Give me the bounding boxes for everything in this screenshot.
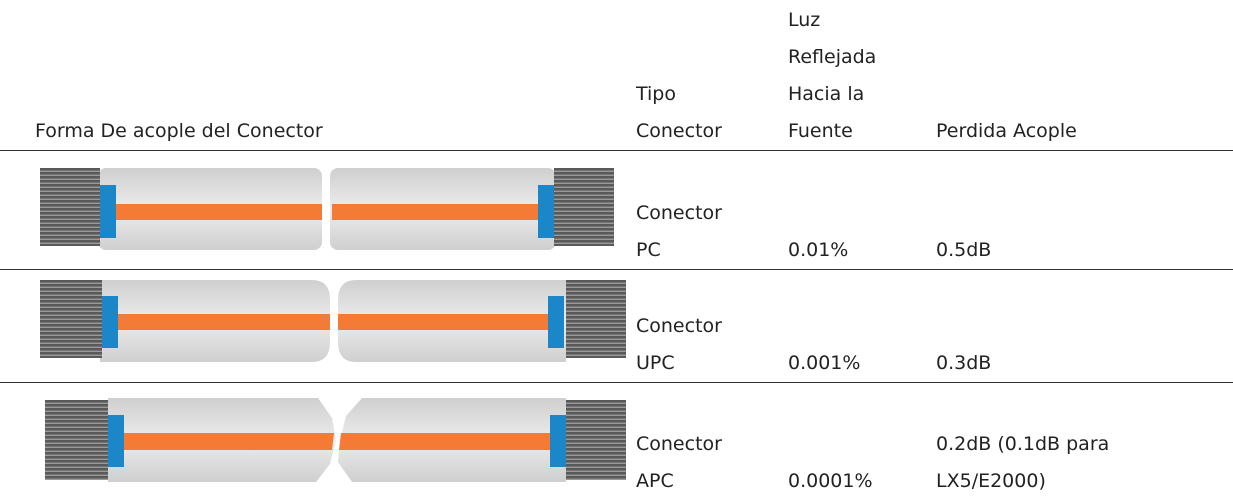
cell: 0.5dB — [936, 239, 992, 261]
cell: 0.2dB (0.1dB para LX5/E2000) — [936, 433, 1110, 492]
cell: 0.01% — [788, 239, 849, 261]
header-cell: Perdida Acople — [936, 120, 1077, 142]
cell: Conector PC — [636, 202, 722, 261]
cell: Conector APC — [636, 433, 722, 492]
cell: 0.0001% — [788, 470, 873, 492]
rule — [0, 269, 1233, 270]
connector-pc — [40, 168, 614, 250]
connector-illustrations — [40, 168, 626, 482]
connector-upc — [40, 280, 626, 362]
rule — [0, 382, 1233, 383]
cell: Conector UPC — [636, 315, 722, 374]
header-cell: Luz Reflejada Hacia la Fuente — [788, 9, 877, 142]
connector-apc — [45, 398, 626, 482]
header-cell: Tipo Conector — [636, 83, 722, 142]
header-cell: Forma De acople del Conector — [35, 120, 323, 142]
cell: 0.001% — [788, 352, 861, 374]
rule — [0, 150, 1233, 151]
cell: 0.3dB — [936, 352, 992, 374]
